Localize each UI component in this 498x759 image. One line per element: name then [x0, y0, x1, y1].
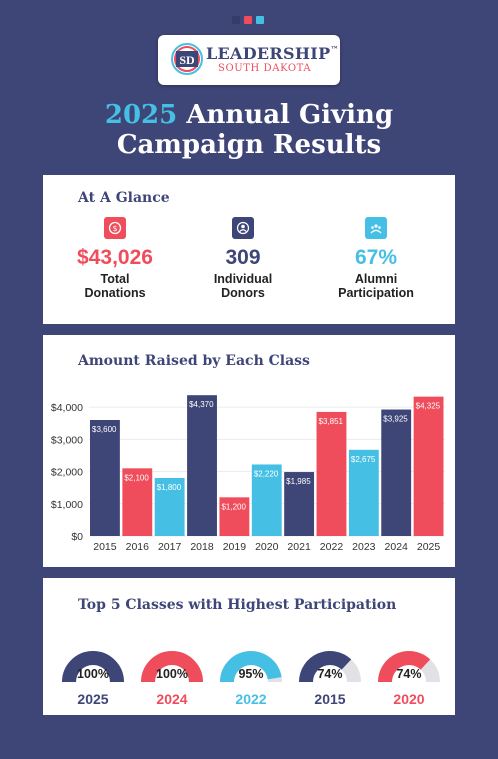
stat-value: 309: [225, 246, 261, 269]
x-tick-label: 2019: [223, 541, 247, 553]
bar-value-label: $1,985: [286, 477, 311, 486]
logo-subtitle: SOUTH DAKOTA: [218, 63, 312, 74]
y-tick-label: $2,000: [51, 467, 83, 479]
logo-mark-icon: SD: [171, 43, 203, 75]
title-year: 2025: [104, 100, 178, 130]
gauge-fill: [220, 651, 282, 683]
y-tick-label: $1,000: [51, 499, 83, 511]
logo-trademark: ™: [330, 44, 339, 54]
x-tick-label: 2023: [352, 541, 376, 553]
participation-card: Top 5 Classes with Highest Participation…: [43, 578, 455, 715]
bar-value-label: $4,325: [416, 402, 441, 411]
bar-value-label: $2,675: [351, 455, 376, 464]
stat-label-line1: Individual: [213, 272, 273, 286]
logo-name-text: LEADERSHIP: [206, 44, 331, 63]
logo: SD LEADERSHIP™ SOUTH DAKOTA: [158, 35, 340, 85]
bar: [413, 396, 444, 536]
bar-value-label: $3,600: [92, 425, 117, 434]
bar-value-label: $3,925: [383, 415, 408, 424]
title-line1-rest: Annual Giving: [186, 100, 394, 130]
participation-gauges: 100% 2025 100% 2024 95% 2022 74% 2015 74% 2020: [62, 651, 440, 707]
gauge-percent-label: 95%: [238, 667, 263, 681]
stat-individual-donors: 309 Individual Donors: [178, 217, 308, 300]
decorative-dots: [232, 16, 264, 24]
bar: [348, 449, 379, 536]
bar-chart: $0 $1,000 $2,000 $3,000 $4,000 $3,600 2015 $2,1…: [51, 395, 445, 553]
logo-mark-text: SD: [179, 53, 195, 67]
y-tick-label: $0: [71, 531, 83, 543]
bar: [381, 409, 412, 536]
page-title-line2: Campaign Results: [116, 130, 382, 160]
alumni-icon: [365, 217, 387, 239]
x-tick-label: 2017: [158, 541, 182, 553]
gauge-year-label: 2015: [314, 691, 345, 707]
gauge-fill: [378, 651, 431, 683]
stat-label-line2: Participation: [338, 286, 414, 300]
bar-value-label: $1,800: [157, 483, 182, 492]
gauge-fill: [141, 651, 203, 683]
participation-title: Top 5 Classes with Highest Participation: [78, 597, 397, 613]
dot-navy: [232, 16, 240, 24]
dollar-icon: $: [104, 217, 126, 239]
glance-title: At A Glance: [78, 190, 170, 206]
bar: [90, 420, 120, 536]
svg-text:$: $: [112, 224, 117, 233]
donor-icon: [232, 217, 254, 239]
gauge-year-label: 2022: [235, 691, 266, 707]
stat-value: 67%: [354, 246, 398, 269]
bar-value-label: $2,220: [254, 469, 279, 478]
gauge-percent-label: 100%: [156, 667, 188, 681]
y-tick-label: $3,000: [51, 434, 83, 446]
bar: [316, 411, 347, 536]
bar-value-label: $1,200: [221, 502, 246, 511]
gauge-percent-label: 74%: [317, 667, 342, 681]
page-title-line1: 2025 Annual Giving: [0, 100, 498, 131]
x-tick-label: 2016: [126, 541, 150, 553]
bar-chart-title: Amount Raised by Each Class: [78, 353, 310, 369]
x-tick-label: 2021: [287, 541, 311, 553]
bar: [284, 472, 315, 536]
gauge-fill: [62, 651, 124, 683]
bar: [154, 478, 185, 536]
stat-label-line1: Alumni: [354, 272, 398, 286]
x-tick-label: 2024: [385, 541, 409, 553]
x-tick-label: 2020: [255, 541, 279, 553]
x-tick-label: 2015: [93, 541, 117, 553]
stat-label-line2: Donors: [221, 286, 265, 300]
dot-red: [244, 16, 252, 24]
gauge-year-label: 2024: [156, 691, 187, 707]
stat-alumni-participation: 67% Alumni Participation: [311, 217, 441, 300]
y-tick-label: $4,000: [51, 402, 83, 414]
bar: [187, 395, 217, 536]
stat-label-line2: Donations: [84, 286, 146, 300]
bar: [251, 464, 282, 536]
gauge-year-label: 2025: [77, 691, 108, 707]
bar: [219, 497, 250, 536]
dot-cyan: [256, 16, 264, 24]
gauge-percent-label: 74%: [396, 667, 421, 681]
stat-total-donations: $ $43,026 Total Donations: [50, 217, 180, 300]
bar-value-label: $3,851: [319, 417, 344, 426]
gauge-fill: [299, 651, 352, 683]
bar-chart-card: Amount Raised by Each Class $0 $1,000 $2,0…: [43, 335, 455, 567]
stat-value: $43,026: [77, 246, 153, 269]
bar-value-label: $4,370: [189, 400, 214, 409]
logo-name: LEADERSHIP™: [206, 44, 339, 63]
x-tick-label: 2025: [417, 541, 441, 553]
stat-label-line1: Total: [100, 272, 130, 286]
at-a-glance-card: At A Glance $ $43,026 Total Donations 30…: [43, 175, 455, 324]
x-tick-label: 2018: [190, 541, 214, 553]
bar-value-label: $2,100: [124, 473, 149, 482]
bar: [122, 468, 153, 536]
x-tick-label: 2022: [320, 541, 344, 553]
gauge-year-label: 2020: [393, 691, 424, 707]
gauge-percent-label: 100%: [77, 667, 109, 681]
